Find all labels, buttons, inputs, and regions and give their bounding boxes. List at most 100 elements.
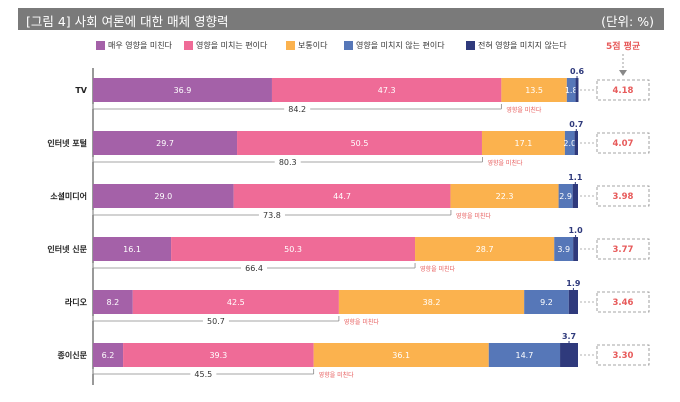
legend-item: 영향을 미치지 않는 편이다 [344,40,445,51]
bar-segment [450,184,559,208]
bar-segment [93,290,133,314]
data-label: 42.5 [227,298,245,307]
data-label: 36.1 [392,351,410,360]
bar-segment [572,184,578,208]
figure-title: [그림 4] 사회 여론에 대한 매체 영향력 [26,14,229,29]
average-value: 4.07 [613,139,634,149]
bar-segment [488,343,561,367]
data-label: 1.0 [568,226,583,235]
bar-segment [554,237,574,261]
legend-swatch [466,41,475,50]
influence-total-label: 73.8 [263,211,281,220]
bar-segment [481,131,565,155]
influence-caption: 영향을 미친다 [344,318,380,326]
category-label: 종이신문 [58,350,88,360]
data-label: 44.7 [333,192,351,201]
average-box [596,79,650,101]
legend-item: 영향을 미치는 편이다 [184,40,267,51]
bar-segment [573,237,578,261]
category-label: 소셜미디어 [50,191,87,201]
data-label: 6.2 [102,351,115,360]
data-label: 0.7 [569,120,583,129]
average-title: 5점 평균 [606,42,641,52]
data-label: 0.6 [570,67,585,76]
bar-segment [524,290,569,314]
bracket-label-bg [274,157,301,167]
bar-segment [237,131,482,155]
influence-caption: 영향을 미친다 [319,371,355,379]
bracket-label-bg [241,263,268,273]
bar-segment [171,237,416,261]
bar-segment [558,184,573,208]
bar-segment [338,290,525,314]
category-label: 인터넷 포털 [47,138,87,148]
bar-segment [132,290,339,314]
data-label: 13.5 [525,86,543,95]
influence-caption: 영향을 미친다 [506,106,542,114]
data-label: 14.7 [516,351,534,360]
data-label: 29.7 [156,139,174,148]
data-label: 47.3 [378,86,396,95]
influence-caption: 영향을 미친다 [420,265,456,273]
bar-segment [93,343,124,367]
bar-segment [271,78,502,102]
bar-segment [93,184,234,208]
data-label: 1.1 [568,173,583,182]
legend-label: 매우 영향을 미친다 [108,41,172,50]
data-label: 3.7 [562,332,576,341]
average-value: 3.77 [613,245,634,255]
category-label: 인터넷 신문 [47,244,87,254]
average-box [596,344,650,366]
data-label: 16.1 [123,245,141,254]
bar-segment [233,184,451,208]
data-label: 2.9 [559,192,572,201]
average-value: 3.98 [613,192,634,202]
legend-item: 매우 영향을 미친다 [96,40,172,51]
legend-label: 영향을 미치는 편이다 [196,41,268,50]
bracket-label-bg [202,316,229,326]
influence-total-label: 80.3 [279,158,297,167]
data-label: 38.2 [423,298,441,307]
bar-segment [93,131,238,155]
bracket-label-bg [190,369,217,379]
average-arrow-head [619,70,627,76]
bar-segment [123,343,314,367]
category-label: TV [75,86,87,95]
data-label: 36.9 [174,86,192,95]
legend-swatch [286,41,295,50]
bar-segment [313,343,489,367]
bar-segment [575,78,579,102]
data-label: 50.5 [351,139,369,148]
bar-segment [564,131,575,155]
bar-segment [93,237,172,261]
bar-segment [574,131,578,155]
legend-label: 전혀 영향을 미치지 않는다 [478,41,567,50]
legend-swatch [184,41,193,50]
average-value: 4.18 [613,86,634,96]
data-label: 1.9 [566,279,581,288]
influence-total-label: 45.5 [194,370,212,379]
category-label: 라디오 [65,297,88,307]
average-value: 3.46 [613,298,634,308]
legend-item: 보통이다 [286,40,327,51]
unit-label: (단위: %) [601,14,654,29]
bar-segment [568,290,578,314]
legend-swatch [344,41,353,50]
bar-segment [415,237,555,261]
average-box [596,132,650,154]
data-label: 2.0 [563,139,576,148]
average-box [596,185,650,207]
legend-swatch [96,41,105,50]
legend-item: 전혀 영향을 미치지 않는다 [466,40,567,51]
legend-label: 영향을 미치지 않는 편이다 [356,41,445,50]
bracket-label-bg [284,104,311,114]
bracket-label-bg [258,210,285,220]
legend-label: 보통이다 [298,41,328,50]
data-label: 39.3 [209,351,227,360]
figure-header: [그림 4] 사회 여론에 대한 매체 영향력 (단위: %) [18,8,664,30]
data-label: 22.3 [496,192,514,201]
influence-total-label: 84.2 [288,105,306,114]
average-box [596,291,650,313]
average-value: 3.30 [613,351,634,361]
